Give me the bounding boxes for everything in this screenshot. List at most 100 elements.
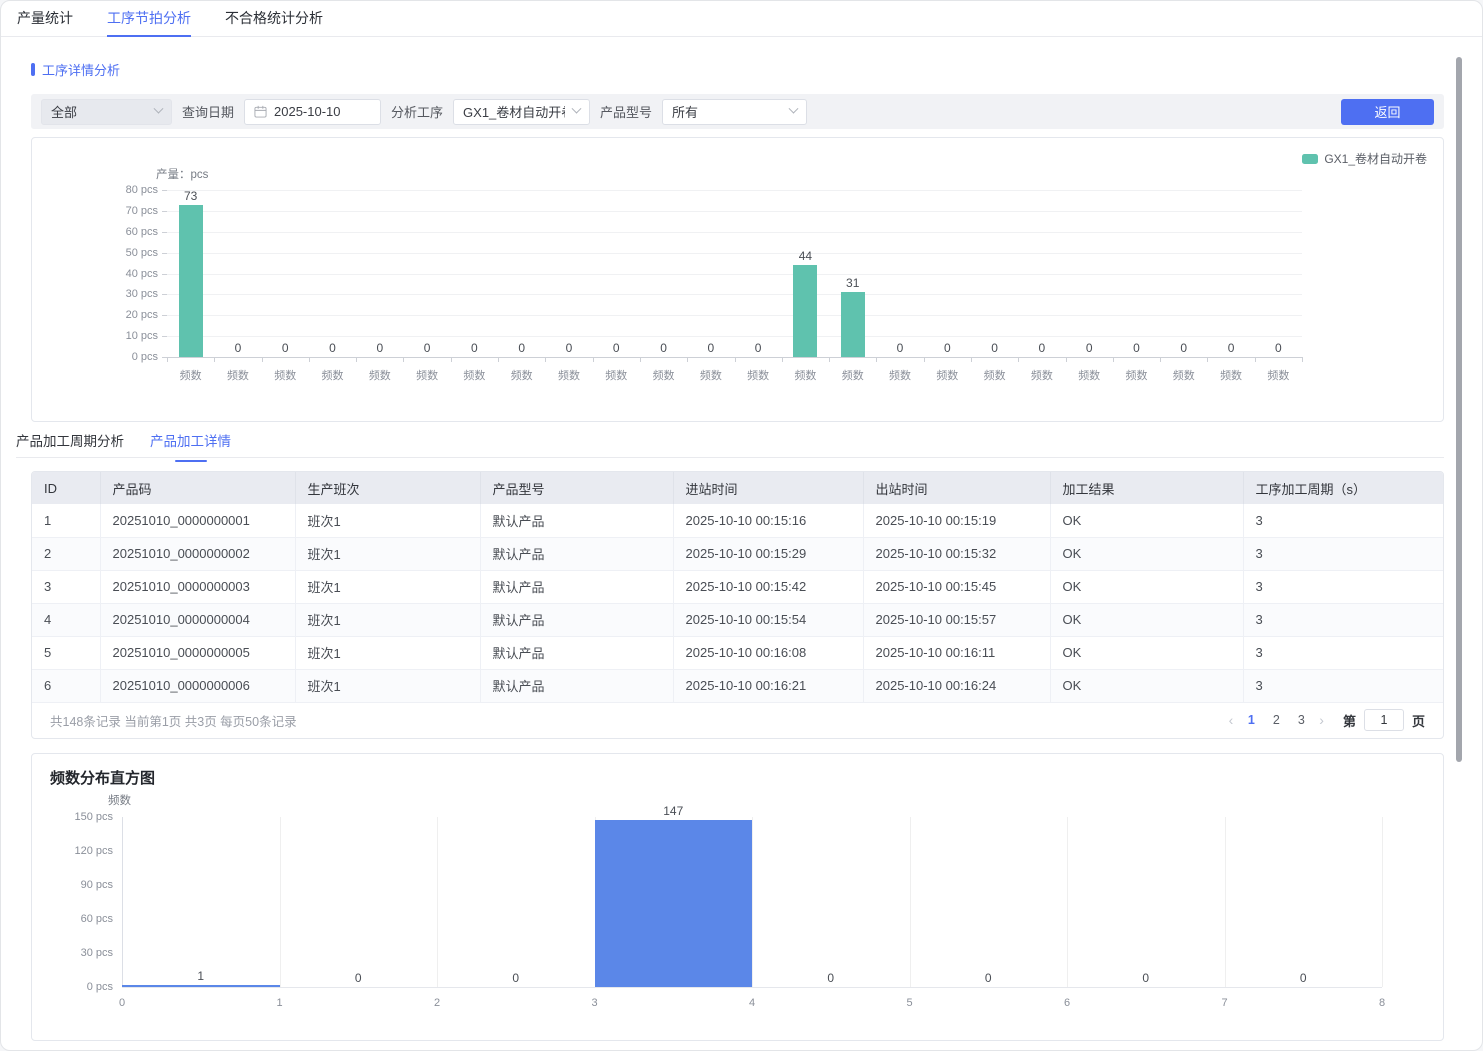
- record-summary: 共148条记录 当前第1页 共3页 每页50条记录: [50, 714, 297, 729]
- y-axis-tick-label: 30 pcs: [80, 947, 113, 959]
- table-cell: OK: [1050, 504, 1244, 538]
- y-axis-line: [122, 817, 123, 987]
- histogram-bar[interactable]: [122, 985, 280, 987]
- page-number-1[interactable]: 1: [1247, 713, 1255, 727]
- x-axis-category-label: 频数: [889, 370, 912, 382]
- tab-1[interactable]: 产量统计: [17, 10, 73, 26]
- table-cell: 2025-10-10 00:15:57: [863, 603, 1051, 637]
- legend-swatch: [1302, 153, 1319, 164]
- histogram-bar[interactable]: [594, 820, 752, 987]
- table-row[interactable]: 5 20251010_0000000005 班次1 默认产品 2025-10-10 00…: [32, 636, 1443, 670]
- x-axis-tickmark: [403, 357, 405, 362]
- table-cell: 2025-10-10 00:15:45: [863, 570, 1051, 604]
- gridline: [1067, 817, 1068, 987]
- table-cell: 默认产品: [480, 537, 674, 571]
- table-cell: 2025-10-10 00:15:42: [673, 570, 864, 604]
- back-button[interactable]: 返回: [1341, 98, 1434, 125]
- table-cell: 20251010_0000000002: [100, 537, 296, 571]
- tab-3[interactable]: 不合格统计分析: [225, 10, 323, 26]
- table-cell: 班次1: [295, 669, 481, 703]
- bar-value-label: 0: [1227, 341, 1235, 355]
- subtab-2[interactable]: 产品加工详情: [150, 431, 231, 457]
- table-row[interactable]: 4 20251010_0000000004 班次1 默认产品 2025-10-10 00…: [32, 603, 1443, 637]
- table-cell: 20251010_0000000005: [100, 636, 296, 670]
- prev-page-button[interactable]: ‹: [1228, 712, 1234, 728]
- model-select-value: 所有: [672, 105, 699, 120]
- y-axis-tickmark: [162, 231, 167, 233]
- x-axis-category-label: 频数: [936, 370, 959, 382]
- chart-legend[interactable]: GX1_卷材自动开卷: [1302, 150, 1427, 167]
- table-header-cell: 工序加工周期（s）: [1243, 472, 1443, 504]
- x-axis-tickmark: [876, 357, 878, 362]
- vertical-scrollbar[interactable]: [1456, 57, 1462, 762]
- table-cell: 班次1: [295, 537, 481, 571]
- page-number-2[interactable]: 2: [1272, 713, 1280, 727]
- x-axis-line: [122, 987, 1382, 988]
- process-select[interactable]: GX1_卷材自动开卷: [453, 98, 591, 125]
- page-jump-input[interactable]: [1363, 709, 1404, 731]
- gridline: [909, 817, 911, 987]
- bar-value-label: 0: [518, 341, 526, 355]
- x-axis-category-label: 频数: [510, 370, 533, 382]
- bar-value-label: 0: [1180, 341, 1188, 355]
- table-cell: 班次1: [295, 636, 481, 670]
- table-cell: 20251010_0000000004: [100, 603, 296, 637]
- x-axis-tickmark: [1112, 357, 1114, 362]
- table-row[interactable]: 6 20251010_0000000006 班次1 默认产品 2025-10-10 00…: [32, 669, 1443, 703]
- subtab-1[interactable]: 产品加工周期分析: [16, 434, 124, 449]
- gridline: [752, 817, 753, 987]
- x-axis-category-label: 频数: [605, 370, 628, 382]
- y-axis-tick-label: 60 pcs: [80, 913, 113, 925]
- model-select[interactable]: 所有: [662, 98, 808, 125]
- gridline: [167, 273, 1302, 275]
- table-cell: 3: [1243, 636, 1443, 670]
- x-axis-tickmark: [829, 357, 831, 362]
- x-axis-tickmark: [1160, 357, 1162, 362]
- gridline: [167, 315, 1302, 317]
- y-axis-tick-label: 120 pcs: [74, 845, 113, 857]
- bar[interactable]: [178, 204, 203, 357]
- table-cell: 班次1: [295, 603, 481, 637]
- table-row[interactable]: 3 20251010_0000000003 班次1 默认产品 2025-10-10 00…: [32, 570, 1443, 604]
- x-axis-tickmark: [639, 357, 641, 362]
- bar-value-label: 0: [612, 341, 620, 355]
- bar[interactable]: [793, 265, 818, 357]
- query-date-input[interactable]: 2025-10-10: [244, 98, 382, 125]
- x-axis-tick-label: 2: [433, 997, 441, 1009]
- histogram-title: 频数分布直方图: [50, 770, 156, 787]
- table-cell: 3: [1243, 570, 1443, 604]
- page-number-3[interactable]: 3: [1297, 713, 1305, 727]
- x-axis-tickmark: [356, 357, 358, 362]
- x-axis-tickmark: [545, 357, 547, 362]
- tab-2[interactable]: 工序节拍分析: [107, 1, 191, 37]
- bar-value-label: 0: [991, 341, 998, 355]
- table-cell: OK: [1050, 669, 1244, 703]
- y-axis-tick-label: 40 pcs: [125, 267, 158, 280]
- bar-value-label: 0: [1133, 341, 1140, 355]
- table-cell: 6: [32, 669, 101, 703]
- x-axis-tickmark: [970, 357, 972, 362]
- model-label: 产品型号: [600, 105, 653, 120]
- y-axis-tick-label: 60 pcs: [125, 225, 158, 238]
- table-cell: 默认产品: [480, 603, 674, 637]
- histogram-y-axis-title: 频数: [108, 795, 131, 807]
- bar-value-label: 0: [707, 341, 715, 355]
- bar[interactable]: [840, 292, 865, 357]
- gridline: [279, 817, 281, 987]
- x-axis-tickmark: [1018, 357, 1020, 362]
- y-axis-tickmark: [162, 252, 167, 254]
- table-row[interactable]: 2 20251010_0000000002 班次1 默认产品 2025-10-10 00…: [32, 537, 1443, 571]
- y-axis-tickmark: [162, 190, 167, 191]
- section-title: 工序详情分析: [42, 63, 121, 78]
- x-axis-tickmark: [781, 357, 783, 362]
- scope-select[interactable]: 全部: [41, 98, 172, 125]
- x-axis-tickmark: [167, 357, 168, 362]
- bar-value-label: 0: [896, 341, 904, 355]
- table-row[interactable]: 1 20251010_0000000001 班次1 默认产品 2025-10-10 00…: [32, 504, 1443, 538]
- bar-value-label: 73: [183, 188, 198, 203]
- next-page-button[interactable]: ›: [1319, 712, 1324, 728]
- x-axis-category-label: 频数: [841, 370, 864, 382]
- table-cell: 3: [1243, 504, 1443, 538]
- y-axis-tick-label: 20 pcs: [125, 309, 158, 322]
- x-axis-tickmark: [687, 357, 689, 362]
